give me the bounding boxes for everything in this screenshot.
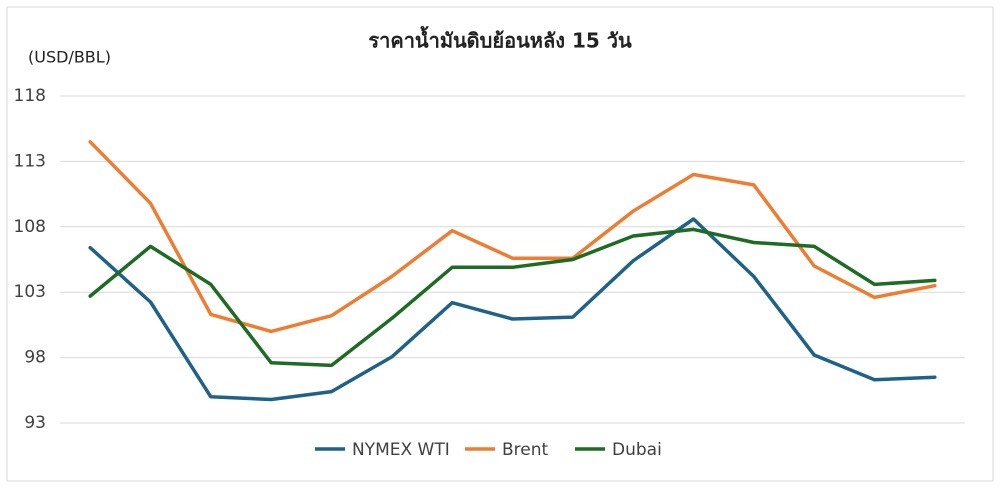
legend-label: Brent [502, 440, 549, 460]
y-tick-label: 98 [24, 348, 46, 368]
series-line [88, 140, 937, 334]
legend-label: NYMEX WTI [352, 440, 450, 460]
y-tick-label: 108 [14, 217, 46, 237]
y-tick-label: 103 [14, 282, 46, 302]
y-axis-label: (USD/BBL) [28, 48, 111, 67]
y-tick-label: 118 [14, 86, 46, 106]
y-tick-label: 113 [14, 151, 46, 171]
y-tick-label: 93 [24, 413, 46, 433]
series-line [88, 217, 937, 402]
series-line [88, 227, 937, 368]
chart-frame [6, 6, 994, 482]
legend-label: Dubai [612, 440, 662, 460]
chart-title: ราคาน้ำมันดิบย้อนหลัง 15 วัน [368, 26, 632, 53]
